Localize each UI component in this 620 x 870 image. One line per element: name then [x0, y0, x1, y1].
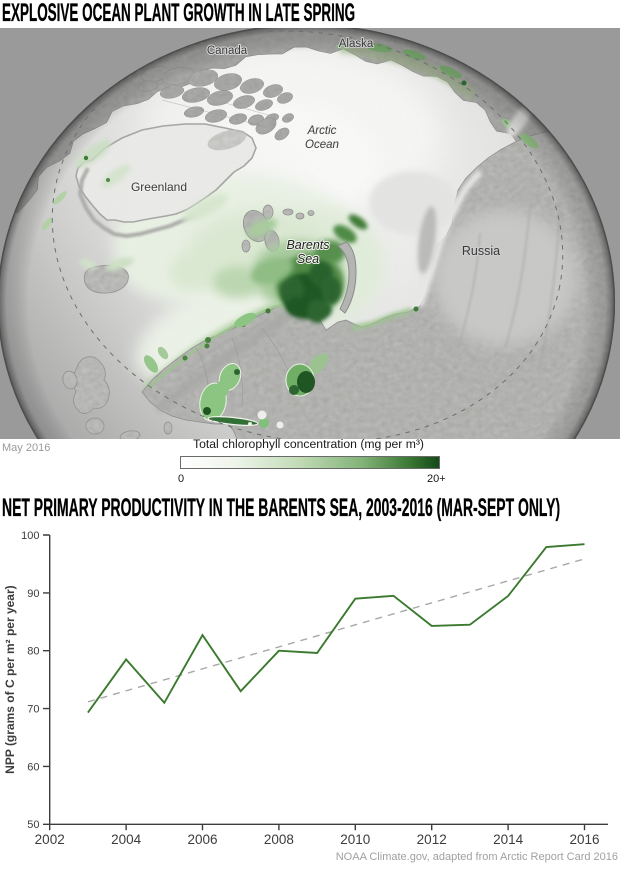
svg-text:80: 80 [27, 646, 39, 658]
svg-text:Canada: Canada [207, 45, 248, 57]
svg-text:Greenland: Greenland [131, 180, 187, 194]
svg-text:Ocean: Ocean [305, 139, 339, 151]
svg-text:2014: 2014 [493, 832, 524, 847]
svg-text:Russia: Russia [462, 244, 500, 258]
svg-text:2004: 2004 [111, 832, 142, 847]
svg-text:Sea: Sea [297, 252, 319, 266]
svg-text:2012: 2012 [417, 832, 447, 847]
svg-text:Alaska: Alaska [339, 38, 374, 50]
svg-text:70: 70 [27, 704, 39, 716]
svg-text:2006: 2006 [187, 832, 217, 847]
svg-text:90: 90 [27, 588, 39, 600]
svg-text:2002: 2002 [35, 832, 65, 847]
svg-text:2008: 2008 [264, 832, 294, 847]
svg-text:Barents: Barents [286, 238, 329, 252]
svg-text:60: 60 [27, 761, 39, 773]
svg-text:NPP (grams of C per m² per yea: NPP (grams of C per m² per year) [3, 585, 17, 774]
svg-text:Arctic: Arctic [307, 125, 337, 137]
svg-text:2010: 2010 [340, 832, 370, 847]
svg-text:50: 50 [27, 819, 39, 831]
svg-text:2016: 2016 [569, 832, 599, 847]
svg-text:100: 100 [21, 530, 39, 542]
